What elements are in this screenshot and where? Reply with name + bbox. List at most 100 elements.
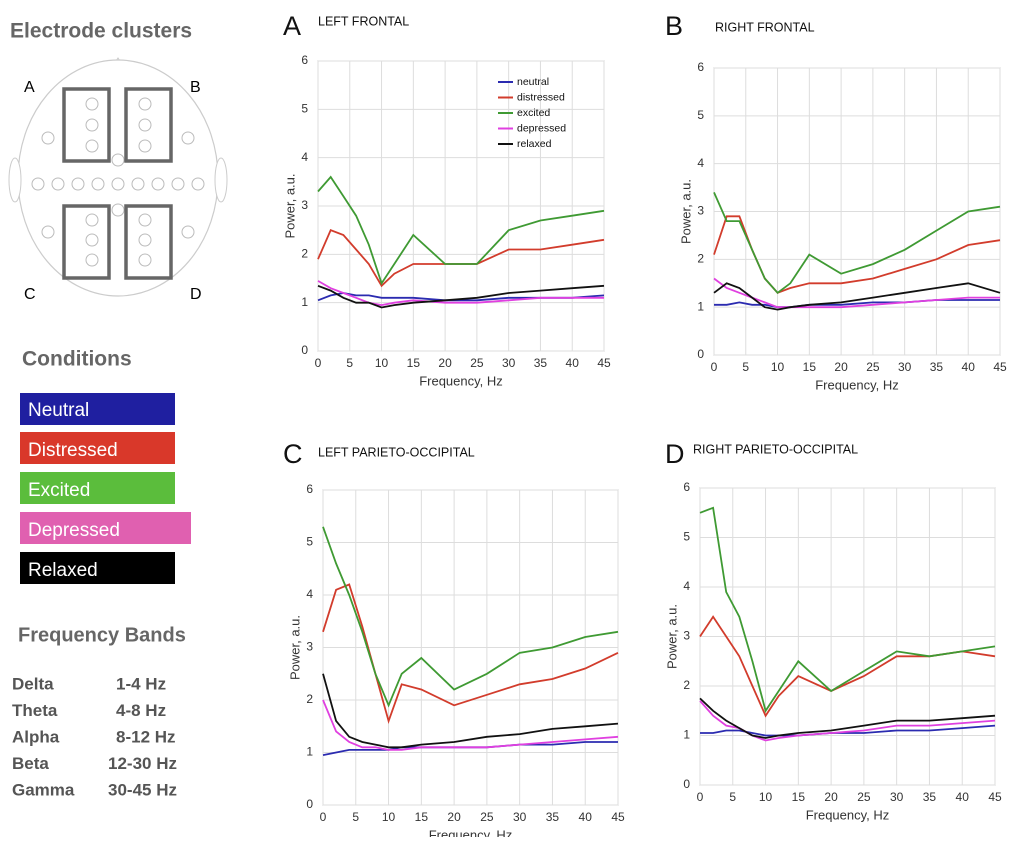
condition-label: Excited: [28, 480, 90, 501]
y-tick-label: 4: [683, 579, 690, 593]
condition-swatch: [20, 393, 175, 425]
y-axis-label: Power, a.u.: [287, 615, 302, 680]
panel-title: LEFT FRONTAL: [318, 14, 409, 28]
x-tick-label: 40: [566, 356, 580, 370]
band-range: 30-45 Hz: [108, 780, 177, 799]
panel-letter: D: [665, 439, 685, 469]
cluster-label: D: [190, 286, 202, 303]
legend-label: distressed: [517, 91, 565, 103]
band-name: Alpha: [12, 727, 60, 746]
series-line: [713, 277, 1000, 309]
x-tick-label: 35: [930, 360, 944, 374]
series-line: [317, 229, 605, 288]
x-tick-label: 0: [315, 356, 322, 370]
y-tick-label: 4: [697, 156, 704, 170]
x-tick-label: 20: [824, 790, 838, 804]
cluster-label: C: [24, 286, 36, 303]
cluster-label: A: [24, 79, 35, 96]
series-line: [700, 724, 996, 737]
y-tick-label: 1: [306, 745, 313, 759]
y-tick-label: 6: [301, 53, 308, 67]
x-tick-label: 0: [711, 360, 718, 374]
series-line: [322, 583, 619, 724]
y-tick-label: 4: [301, 150, 308, 164]
condition-label: Relaxed: [28, 560, 98, 581]
condition-label: Distressed: [28, 440, 118, 461]
panel-letter: C: [283, 439, 303, 469]
panel-title: RIGHT FRONTAL: [715, 20, 815, 34]
band-name: Gamma: [12, 780, 75, 799]
x-tick-label: 15: [792, 790, 806, 804]
x-tick-label: 30: [502, 356, 516, 370]
y-tick-label: 5: [683, 530, 690, 544]
x-tick-label: 30: [890, 790, 904, 804]
x-tick-label: 15: [803, 360, 817, 374]
condition-label: Neutral: [28, 400, 89, 421]
band-name: Theta: [12, 701, 58, 720]
conditions-title: Conditions: [22, 348, 132, 371]
x-tick-label: 35: [923, 790, 937, 804]
y-tick-label: 1: [301, 295, 308, 309]
bands-title: Frequency Bands: [18, 624, 186, 646]
legend-label: depressed: [517, 122, 566, 134]
x-tick-label: 10: [382, 810, 396, 824]
y-tick-label: 0: [306, 797, 313, 811]
x-tick-label: 25: [480, 810, 494, 824]
x-tick-label: 35: [546, 810, 560, 824]
condition-swatch: [20, 432, 175, 464]
legend-label: excited: [517, 107, 550, 119]
x-axis-label: Frequency, Hz: [806, 807, 890, 822]
x-tick-label: 20: [834, 360, 848, 374]
y-tick-label: 1: [683, 728, 690, 742]
x-tick-label: 15: [415, 810, 429, 824]
condition-label: Depressed: [28, 520, 120, 541]
series-line: [713, 282, 1001, 311]
series-line: [317, 284, 605, 309]
y-tick-label: 0: [301, 343, 308, 357]
panel-letter: A: [283, 11, 301, 41]
y-tick-label: 4: [306, 587, 313, 601]
y-tick-label: 1: [697, 299, 704, 313]
y-axis-label: Power, a.u.: [282, 173, 297, 238]
x-tick-label: 10: [759, 790, 773, 804]
band-range: 1-4 Hz: [116, 674, 166, 693]
y-tick-label: 6: [306, 482, 313, 496]
condition-swatch: [20, 472, 175, 504]
series-line: [699, 506, 996, 713]
x-tick-label: 5: [742, 360, 749, 374]
condition-swatch: [20, 552, 175, 584]
electrode-title: Electrode clusters: [10, 20, 192, 43]
x-tick-label: 40: [579, 810, 593, 824]
y-tick-label: 2: [683, 678, 690, 692]
x-tick-label: 35: [534, 356, 548, 370]
series-line: [322, 526, 619, 708]
series-line: [322, 741, 618, 756]
band-range: 4-8 Hz: [116, 701, 166, 720]
x-tick-label: 5: [729, 790, 736, 804]
y-tick-label: 5: [306, 535, 313, 549]
series-line: [699, 700, 996, 742]
y-tick-label: 6: [683, 480, 690, 494]
x-tick-label: 20: [438, 356, 452, 370]
x-tick-label: 30: [898, 360, 912, 374]
y-tick-label: 3: [683, 629, 690, 643]
band-name: Delta: [12, 674, 54, 693]
y-tick-label: 2: [301, 247, 308, 261]
series-line: [322, 673, 619, 749]
cluster-label: B: [190, 79, 201, 96]
x-axis-label: Frequency, Hz: [419, 373, 503, 388]
bands-table: Delta 1-4 Hz Theta 4-8 Hz Alpha 8-12 Hz Beta 12…: [12, 674, 177, 799]
legend-label: neutral: [517, 76, 549, 88]
y-tick-label: 5: [697, 108, 704, 122]
x-tick-label: 0: [320, 810, 327, 824]
y-tick-label: 6: [697, 60, 704, 74]
y-tick-label: 0: [697, 347, 704, 361]
y-tick-label: 0: [683, 777, 690, 791]
panel-title: LEFT PARIETO-OCCIPITAL: [318, 445, 475, 459]
x-tick-label: 10: [771, 360, 785, 374]
y-axis-label: Power, a.u.: [664, 604, 679, 669]
x-tick-label: 40: [956, 790, 970, 804]
series-line: [322, 699, 619, 751]
x-tick-label: 10: [375, 356, 389, 370]
